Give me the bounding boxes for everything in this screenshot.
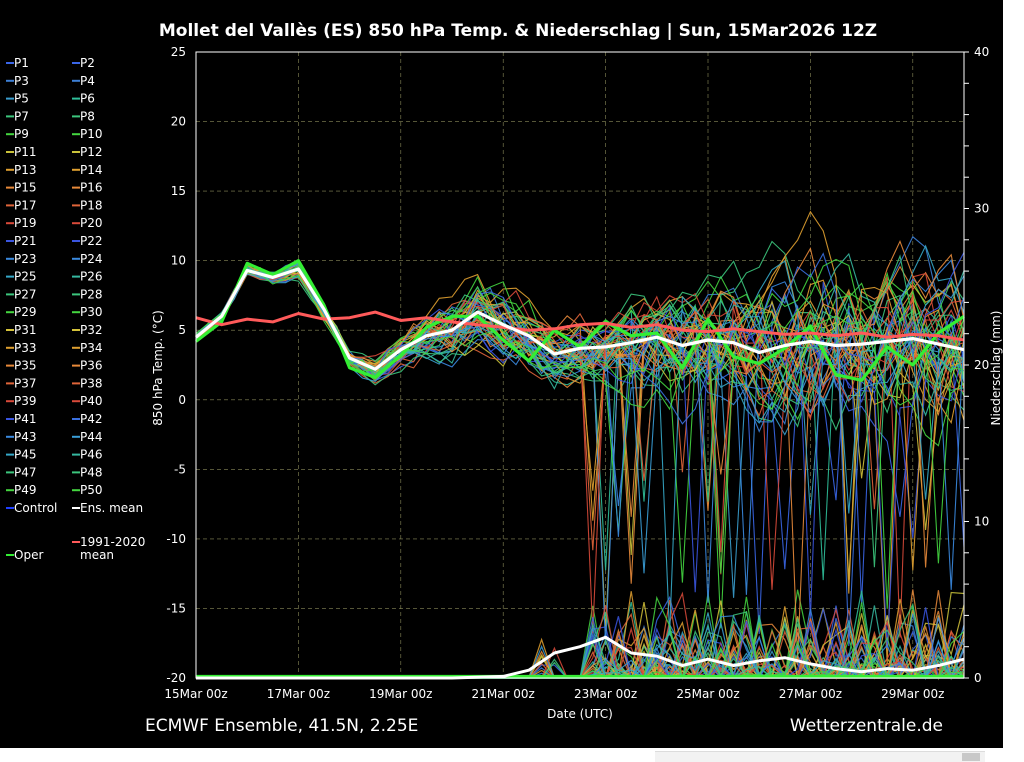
legend-label: P17 <box>14 198 37 212</box>
y-tick-label-left: 15 <box>171 184 186 198</box>
legend-label: P41 <box>14 412 37 426</box>
ensemble-chart: Mollet del Vallès (ES) 850 hPa Temp. & N… <box>6 21 1003 736</box>
legend-label: P11 <box>14 145 37 159</box>
y-tick-label-right: 40 <box>974 45 989 59</box>
legend-label: P45 <box>14 448 37 462</box>
legend-label: P24 <box>80 252 103 266</box>
y-tick-label-left: 0 <box>178 393 186 407</box>
y-axis-left-label: 850 hPa Temp. (°C) <box>151 310 165 426</box>
y-tick-label-left: -15 <box>166 601 186 615</box>
y-tick-label-right: 0 <box>974 671 982 685</box>
x-tick-label: 15Mar 00z <box>164 687 227 701</box>
y-tick-label-left: 10 <box>171 254 186 268</box>
legend-label: P16 <box>80 181 103 195</box>
y-tick-label-right: 20 <box>974 358 989 372</box>
legend-label: P22 <box>80 234 103 248</box>
model-info: ECMWF Ensemble, 41.5N, 2.25E <box>145 716 418 736</box>
x-axis-label: Date (UTC) <box>547 707 613 721</box>
legend-label: P15 <box>14 181 37 195</box>
legend-label: P29 <box>14 305 37 319</box>
legend-label: P10 <box>80 127 103 141</box>
x-tick-label: 17Mar 00z <box>267 687 330 701</box>
legend-label: P3 <box>14 74 29 88</box>
legend-label: P4 <box>80 74 95 88</box>
horizontal-scrollbar[interactable] <box>655 751 985 762</box>
y-tick-label-left: 5 <box>178 323 186 337</box>
legend-label: P47 <box>14 465 37 479</box>
legend-label: P20 <box>80 216 103 230</box>
legend-label: P18 <box>80 198 103 212</box>
brand-label[interactable]: Wetterzentrale.de <box>790 716 943 736</box>
legend-label: P48 <box>80 465 103 479</box>
x-tick-label: 23Mar 00z <box>574 687 637 701</box>
legend-label: P38 <box>80 376 103 390</box>
legend-label: P35 <box>14 359 37 373</box>
x-tick-label: 25Mar 00z <box>676 687 739 701</box>
legend-label: P31 <box>14 323 37 337</box>
legend-label: P19 <box>14 216 37 230</box>
legend-label: P23 <box>14 252 37 266</box>
y-tick-label-left: 25 <box>171 45 186 59</box>
y-axis-right-label: Niederschlag (mm) <box>989 311 1003 426</box>
y-tick-label-right: 30 <box>974 202 989 216</box>
legend-label: P6 <box>80 92 95 106</box>
ensemble-member-temp-line <box>195 252 965 593</box>
legend-label: P36 <box>80 359 103 373</box>
x-tick-label: 21Mar 00z <box>472 687 535 701</box>
legend-label: P32 <box>80 323 103 337</box>
ens-mean-temp-line <box>194 267 965 371</box>
legend-label: P50 <box>80 483 103 497</box>
legend-label: P49 <box>14 483 37 497</box>
legend: P1 P2 P3 P4 P5 P6 P7 P8 P9 P10 P11 P12 P13 P14 P15 P16 P… <box>6 56 145 562</box>
y-tick-label-left: 20 <box>171 115 186 129</box>
ensemble-member-temp-line <box>195 210 965 594</box>
climate-mean-line <box>195 310 965 342</box>
legend-label: P2 <box>80 56 95 70</box>
chart-frame: Mollet del Vallès (ES) 850 hPa Temp. & N… <box>0 0 1003 748</box>
legend-label: P37 <box>14 376 37 390</box>
legend-label: P9 <box>14 127 29 141</box>
legend-label: P7 <box>14 109 29 123</box>
legend-label: P30 <box>80 305 103 319</box>
scrollbar-handle[interactable] <box>962 753 980 761</box>
ensemble-member-temp-line <box>195 260 965 636</box>
legend-label: P39 <box>14 394 37 408</box>
y-tick-label-left: -10 <box>166 532 186 546</box>
y-tick-label-right: 10 <box>974 515 989 529</box>
legend-label: 1991-2020 mean <box>80 535 145 562</box>
legend-label: P33 <box>14 341 37 355</box>
chart-title: Mollet del Vallès (ES) 850 hPa Temp. & N… <box>159 21 877 41</box>
legend-label: P26 <box>80 270 103 284</box>
legend-label: P1 <box>14 56 29 70</box>
legend-label: P40 <box>80 394 103 408</box>
legend-label: Ens. mean <box>80 501 143 515</box>
legend-label: P21 <box>14 234 37 248</box>
legend-label: P44 <box>80 430 103 444</box>
y-tick-label-left: -20 <box>166 671 186 685</box>
x-tick-label: 19Mar 00z <box>369 687 432 701</box>
legend-label: P13 <box>14 163 37 177</box>
legend-label: P5 <box>14 92 29 106</box>
legend-label: P34 <box>80 341 103 355</box>
legend-label: P46 <box>80 448 103 462</box>
legend-label: P12 <box>80 145 103 159</box>
x-tick-label: 29Mar 00z <box>881 687 944 701</box>
legend-label: P8 <box>80 109 95 123</box>
legend-label: P42 <box>80 412 103 426</box>
legend-label: P25 <box>14 270 37 284</box>
legend-label: Control <box>14 501 57 515</box>
x-tick-label: 27Mar 00z <box>779 687 842 701</box>
legend-label: P28 <box>80 287 103 301</box>
legend-label: Oper <box>14 548 43 562</box>
legend-label: P14 <box>80 163 103 177</box>
legend-label: P43 <box>14 430 37 444</box>
ensemble-member-temp-line <box>195 271 965 411</box>
y-tick-label-left: -5 <box>174 462 186 476</box>
axes: 25 20 15 10 5 0 -5 -10 -15 -20 15Mar 00z 17Mar 00z 1… <box>164 45 989 701</box>
legend-label: P27 <box>14 287 37 301</box>
